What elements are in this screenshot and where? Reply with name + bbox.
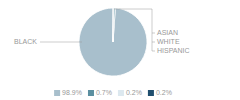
bracket-tick	[152, 33, 155, 34]
pie-slice	[113, 8, 115, 42]
pie	[79, 8, 147, 76]
leader-line	[114, 9, 152, 10]
pie-slice	[113, 8, 114, 42]
legend-label: 98.9%	[62, 89, 82, 96]
legend-swatch	[148, 90, 154, 96]
legend-label: 0.2%	[126, 89, 142, 96]
legend-swatch	[54, 90, 60, 96]
pie-slice	[79, 8, 147, 76]
bracket-line	[152, 9, 153, 51]
annotations: BLACK ASIAN WHITE HISPANIC	[14, 9, 190, 54]
legend-item: 98.9%	[54, 89, 82, 96]
slice-label: ASIAN	[157, 29, 178, 36]
slice-label: HISPANIC	[157, 47, 190, 54]
pie-slice	[113, 8, 115, 42]
legend-swatch	[88, 90, 94, 96]
bracket-tick	[152, 51, 155, 52]
legend-label: 0.2%	[156, 89, 172, 96]
legend: 98.9% 0.7% 0.2% 0.2%	[54, 89, 172, 96]
legend-label: 0.7%	[96, 89, 112, 96]
legend-item: 0.2%	[148, 89, 172, 96]
leader-line	[40, 42, 82, 43]
legend-swatch	[118, 90, 124, 96]
legend-item: 0.7%	[88, 89, 112, 96]
legend-item: 0.2%	[118, 89, 142, 96]
slice-label: BLACK	[14, 38, 37, 45]
bracket-tick	[152, 42, 155, 43]
slice-label: WHITE	[157, 38, 180, 45]
chart: BLACK ASIAN WHITE HISPANIC 98.9% 0.7% 0.2% 0.2%	[0, 0, 240, 100]
